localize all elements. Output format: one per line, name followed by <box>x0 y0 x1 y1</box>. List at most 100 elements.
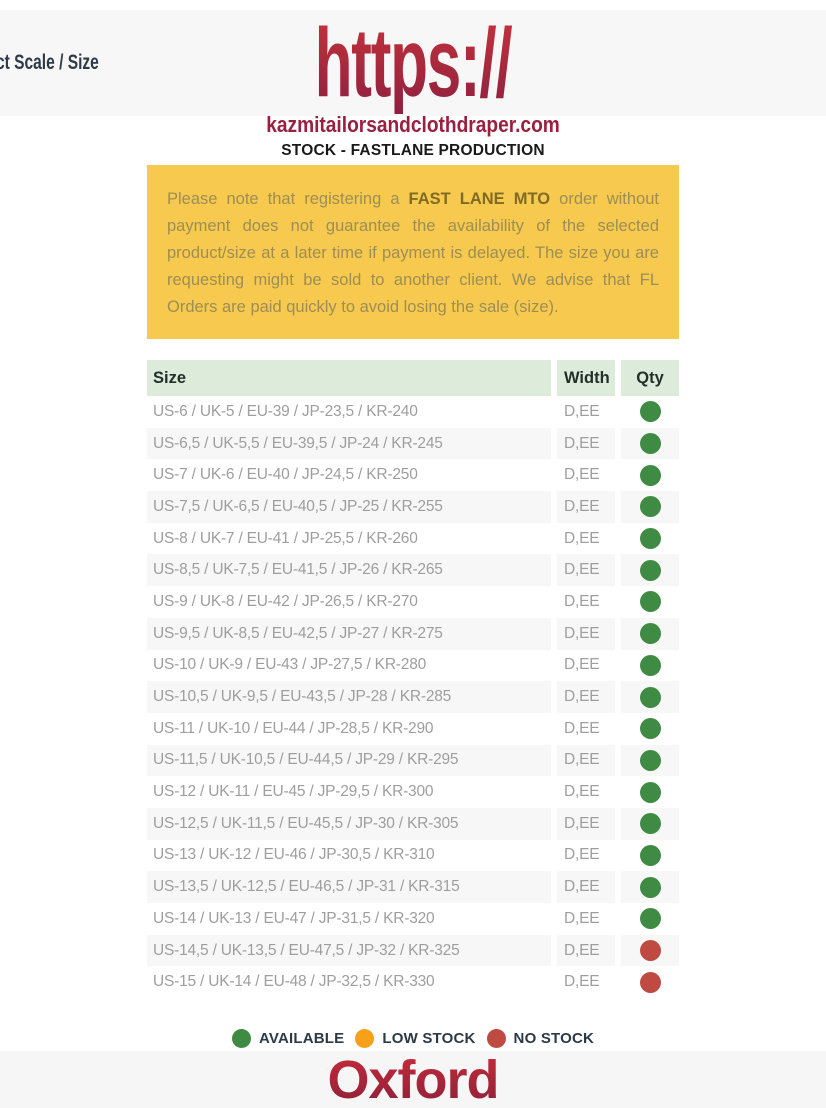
qty-cell <box>621 491 679 523</box>
size-cell: US-8 / UK-7 / EU-41 / JP-25,5 / KR-260 <box>147 522 551 555</box>
size-cell: US-12,5 / UK-11,5 / EU-45,5 / JP-30 / KR… <box>147 807 551 840</box>
qty-cell <box>621 522 679 555</box>
qty-cell <box>621 649 679 682</box>
width-cell: D,EE <box>557 934 615 967</box>
notice-text-prefix: Please note that registering a <box>167 190 409 208</box>
table-row: US-8 / UK-7 / EU-41 / JP-25,5 / KR-260 D,… <box>147 522 679 555</box>
stock-status-dot-available <box>639 876 661 898</box>
site-domain: kazmitailorsandclothdraper.com <box>266 112 560 137</box>
stock-status-dot-no-stock <box>639 940 661 962</box>
size-cell: US-6 / UK-5 / EU-39 / JP-23,5 / KR-240 <box>147 396 551 428</box>
qty-cell <box>621 681 679 713</box>
size-cell: US-13,5 / UK-12,5 / EU-46,5 / JP-31 / KR… <box>147 871 551 903</box>
size-cell: US-7 / UK-6 / EU-40 / JP-24,5 / KR-250 <box>147 459 551 492</box>
width-cell: D,EE <box>557 427 615 460</box>
product-name: Oxford <box>327 1050 499 1108</box>
qty-cell <box>621 396 679 428</box>
table-row: US-8,5 / UK-7,5 / EU-41,5 / JP-26 / KR-2… <box>147 554 679 587</box>
qty-cell <box>621 934 679 967</box>
header-band: ct Scale / Size https:// <box>0 10 826 116</box>
table-row: US-12,5 / UK-11,5 / EU-45,5 / JP-30 / KR… <box>147 807 679 840</box>
table-row: US-13 / UK-12 / EU-46 / JP-30,5 / KR-310… <box>147 839 679 872</box>
top-strip <box>0 0 826 10</box>
table-row: US-14 / UK-13 / EU-47 / JP-31,5 / KR-320… <box>147 903 679 935</box>
stock-status-dot-available <box>639 623 661 645</box>
width-cell: D,EE <box>557 681 615 713</box>
notice-text-suffix: order without payment does not guarantee… <box>167 190 659 316</box>
size-cell: US-6,5 / UK-5,5 / EU-39,5 / JP-24 / KR-2… <box>147 427 551 460</box>
width-cell: D,EE <box>557 807 615 840</box>
qty-cell <box>621 712 679 745</box>
page-title: ct Scale / Size <box>0 51 99 74</box>
qty-cell <box>621 839 679 872</box>
legend-dot-no-stock <box>486 1028 506 1048</box>
stock-status-dot-available <box>639 559 661 581</box>
size-cell: US-7,5 / UK-6,5 / EU-40,5 / JP-25 / KR-2… <box>147 491 551 523</box>
width-cell: D,EE <box>557 966 615 999</box>
stock-status-dot-available <box>639 591 661 613</box>
width-cell: D,EE <box>557 554 615 587</box>
qty-cell <box>621 871 679 903</box>
width-cell: D,EE <box>557 776 615 808</box>
qty-cell <box>621 459 679 492</box>
width-cell: D,EE <box>557 491 615 523</box>
table-body: US-6 / UK-5 / EU-39 / JP-23,5 / KR-240 D,… <box>147 396 679 999</box>
column-header-qty: Qty <box>621 360 679 396</box>
width-cell: D,EE <box>557 586 615 618</box>
stock-status-dot-available <box>639 496 661 518</box>
qty-cell <box>621 586 679 618</box>
stock-status-dot-available <box>639 781 661 803</box>
stock-status-dot-available <box>639 749 661 771</box>
stock-status-dot-available <box>639 528 661 550</box>
stock-status-dot-available <box>639 908 661 930</box>
qty-cell <box>621 744 679 777</box>
width-cell: D,EE <box>557 396 615 428</box>
table-row: US-12 / UK-11 / EU-45 / JP-29,5 / KR-300… <box>147 776 679 808</box>
stock-status-dot-available <box>639 464 661 486</box>
site-logo: https:// <box>149 11 678 114</box>
size-cell: US-11 / UK-10 / EU-44 / JP-28,5 / KR-290 <box>147 712 551 745</box>
size-cell: US-14,5 / UK-13,5 / EU-47,5 / JP-32 / KR… <box>147 934 551 967</box>
table-header-row: Size Width Qty <box>147 360 679 396</box>
width-cell: D,EE <box>557 871 615 903</box>
width-cell: D,EE <box>557 903 615 935</box>
width-cell: D,EE <box>557 744 615 777</box>
legend-item-available: AVAILABLE <box>231 1028 345 1048</box>
size-cell: US-9 / UK-8 / EU-42 / JP-26,5 / KR-270 <box>147 586 551 618</box>
column-header-width: Width <box>557 360 615 396</box>
legend-dot-available <box>231 1028 251 1048</box>
size-cell: US-11,5 / UK-10,5 / EU-44,5 / JP-29 / KR… <box>147 744 551 777</box>
main-content: Please note that registering a FAST LANE… <box>147 165 679 1048</box>
stock-status-dot-available <box>639 654 661 676</box>
table-row: US-11,5 / UK-10,5 / EU-44,5 / JP-29 / KR… <box>147 744 679 777</box>
table-row: US-13,5 / UK-12,5 / EU-46,5 / JP-31 / KR… <box>147 871 679 903</box>
stock-status-dot-no-stock <box>639 971 661 993</box>
qty-cell <box>621 554 679 587</box>
size-cell: US-10,5 / UK-9,5 / EU-43,5 / JP-28 / KR-… <box>147 681 551 713</box>
size-cell: US-8,5 / UK-7,5 / EU-41,5 / JP-26 / KR-2… <box>147 554 551 587</box>
table-row: US-10,5 / UK-9,5 / EU-43,5 / JP-28 / KR-… <box>147 681 679 713</box>
table-row: US-11 / UK-10 / EU-44 / JP-28,5 / KR-290… <box>147 712 679 745</box>
fastlane-notice: Please note that registering a FAST LANE… <box>147 165 679 339</box>
stock-status-dot-available <box>639 401 661 423</box>
table-row: US-7 / UK-6 / EU-40 / JP-24,5 / KR-250 D,… <box>147 459 679 492</box>
table-row: US-15 / UK-14 / EU-48 / JP-32,5 / KR-330… <box>147 966 679 999</box>
notice-bold-text: FAST LANE MTO <box>408 190 551 208</box>
legend-label: AVAILABLE <box>258 1029 345 1047</box>
stock-status-dot-available <box>639 686 661 708</box>
width-cell: D,EE <box>557 522 615 555</box>
table-row: US-6,5 / UK-5,5 / EU-39,5 / JP-24 / KR-2… <box>147 427 679 460</box>
size-cell: US-12 / UK-11 / EU-45 / JP-29,5 / KR-300 <box>147 776 551 808</box>
legend-label: LOW STOCK <box>382 1029 476 1047</box>
table-row: US-7,5 / UK-6,5 / EU-40,5 / JP-25 / KR-2… <box>147 491 679 523</box>
table-row: US-10 / UK-9 / EU-43 / JP-27,5 / KR-280 D… <box>147 649 679 682</box>
qty-cell <box>621 427 679 460</box>
legend-item-low-stock: LOW STOCK <box>355 1028 476 1048</box>
stock-status-dot-available <box>639 433 661 455</box>
legend-item-no-stock: NO STOCK <box>486 1028 595 1048</box>
width-cell: D,EE <box>557 649 615 682</box>
stock-status-dot-available <box>639 718 661 740</box>
width-cell: D,EE <box>557 617 615 650</box>
size-cell: US-13 / UK-12 / EU-46 / JP-30,5 / KR-310 <box>147 839 551 872</box>
stock-status-dot-available <box>639 813 661 835</box>
